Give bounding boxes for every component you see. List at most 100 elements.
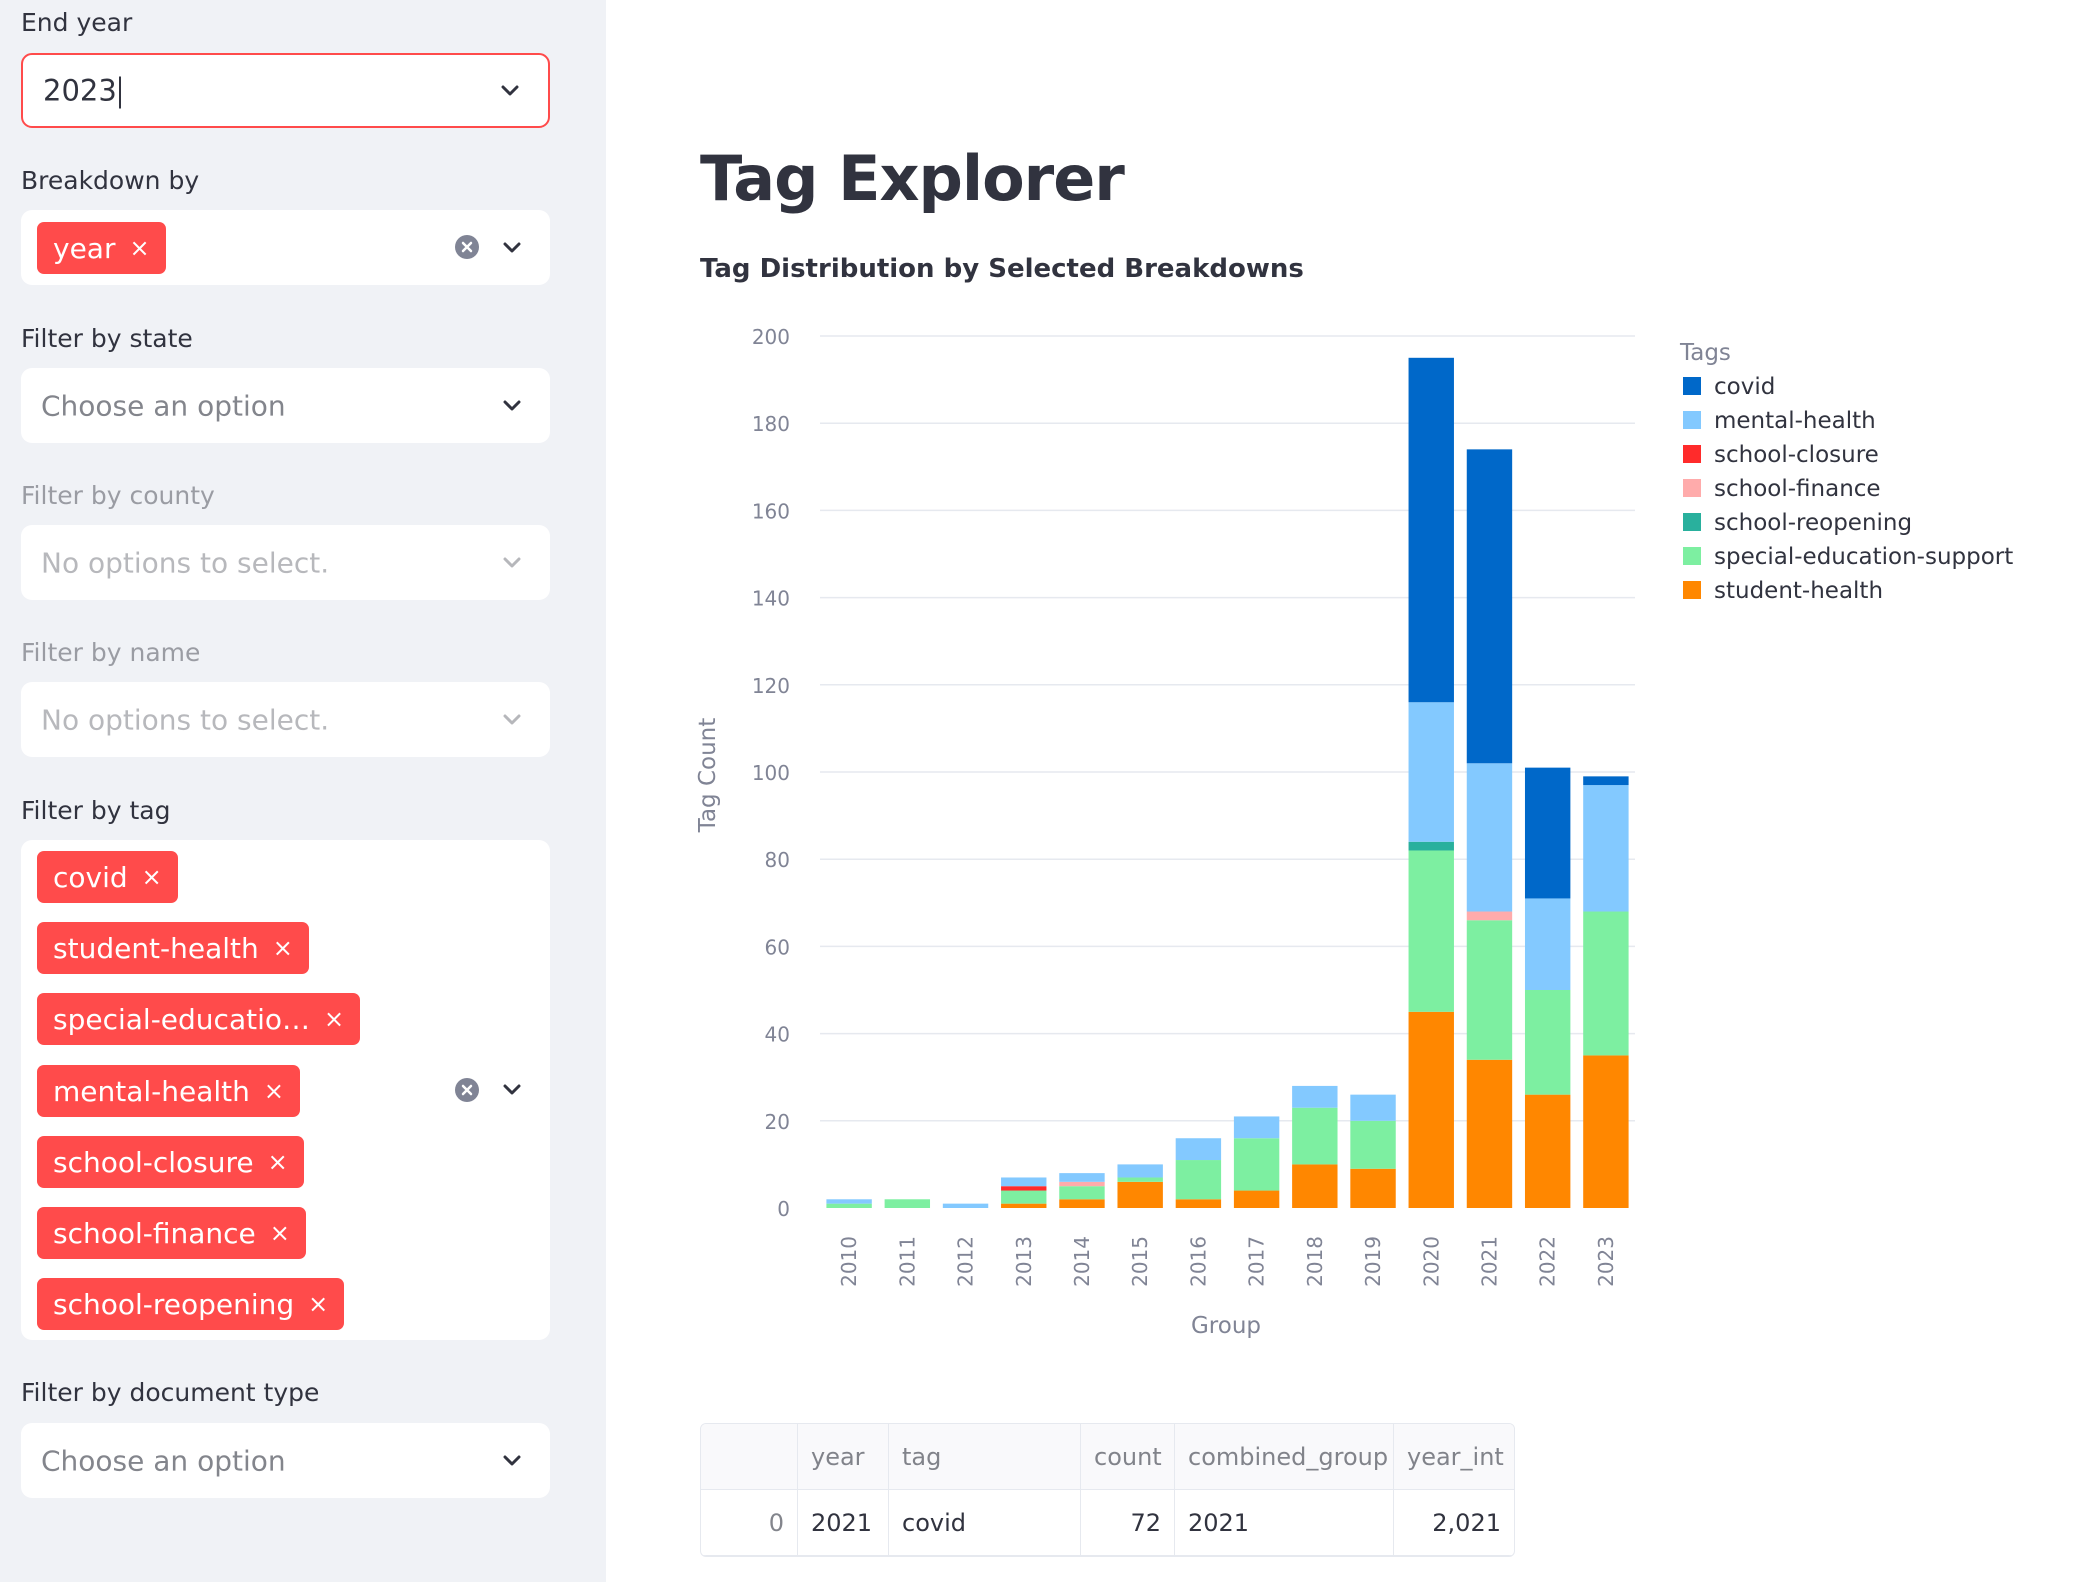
chip-special-education[interactable]: special-educatio… × (37, 993, 361, 1045)
tag-multiselect[interactable]: covid × student-health × special-educatio…… (21, 840, 550, 1340)
chip-remove-icon[interactable]: × (267, 1148, 288, 1176)
chevron-down-icon[interactable] (500, 1449, 524, 1473)
bar-segment-student-health-2018[interactable] (1292, 1164, 1338, 1208)
chevron-down-icon[interactable] (500, 236, 524, 260)
chip-school-reopening[interactable]: school-reopening × (37, 1278, 345, 1330)
bar-segment-special-education-support-2019[interactable] (1350, 1120, 1396, 1169)
bar-segment-student-health-2014[interactable] (1059, 1199, 1105, 1208)
legend-item-covid[interactable]: covid (1714, 374, 1775, 400)
table-cell[interactable]: 2021 (1175, 1490, 1394, 1555)
bar-segment-mental-health-2023[interactable] (1583, 785, 1629, 912)
bar-segment-student-health-2019[interactable] (1350, 1168, 1396, 1208)
bar-segment-special-education-support-2023[interactable] (1583, 911, 1629, 1056)
bar-segment-mental-health-2010[interactable] (826, 1199, 872, 1204)
column-header-count[interactable]: count (1081, 1424, 1175, 1489)
bars (826, 357, 1629, 1208)
legend-item-student-health[interactable]: student-health (1714, 578, 1883, 604)
bar-segment-student-health-2013[interactable] (1001, 1203, 1047, 1208)
chip-remove-icon[interactable]: × (272, 934, 293, 962)
chip-year[interactable]: year × (37, 222, 166, 274)
legend-item-school-finance[interactable]: school-finance (1714, 476, 1881, 502)
column-header-year-int[interactable]: year_int (1407, 1442, 1504, 1471)
bar-segment-mental-health-2013[interactable] (1001, 1177, 1047, 1187)
bar-segment-mental-health-2015[interactable] (1117, 1164, 1163, 1178)
bar-segment-covid-2020[interactable] (1408, 357, 1454, 703)
chip-remove-icon[interactable]: × (129, 234, 150, 262)
chip-remove-icon[interactable]: × (324, 1005, 345, 1033)
y-axis-label: Tag Count (695, 718, 721, 834)
chevron-down-icon[interactable] (500, 1078, 524, 1102)
clear-icon[interactable] (454, 1077, 480, 1103)
bar-segment-special-education-support-2016[interactable] (1175, 1160, 1222, 1200)
bar-segment-mental-health-2019[interactable] (1350, 1094, 1396, 1121)
column-header[interactable] (701, 1424, 798, 1489)
column-header-tag[interactable]: tag (889, 1424, 1081, 1489)
table-cell[interactable]: 2,021 (1432, 1508, 1501, 1537)
row-index: 0 (701, 1490, 798, 1555)
bar-segment-student-health-2023[interactable] (1583, 1055, 1629, 1208)
column-header-year[interactable]: year (798, 1424, 889, 1489)
data-table[interactable]: year tag count combined_group year_int 0… (700, 1423, 1515, 1557)
chip-remove-icon[interactable]: × (269, 1219, 290, 1247)
legend-item-mental-health[interactable]: mental-health (1714, 408, 1876, 434)
end-year-select[interactable]: 2023 (21, 53, 550, 128)
bar-segment-covid-2023[interactable] (1583, 776, 1629, 786)
bar-segment-special-education-support-2022[interactable] (1524, 990, 1571, 1095)
chevron-down-icon[interactable] (498, 79, 522, 103)
y-tick-label: 0 (777, 1197, 790, 1221)
bar-segment-mental-health-2021[interactable] (1466, 763, 1513, 912)
bar-segment-school-reopening-2020[interactable] (1408, 841, 1454, 851)
table-cell[interactable]: covid (889, 1490, 1081, 1555)
table-cell[interactable]: 72 (1081, 1490, 1175, 1555)
chip-student-health[interactable]: student-health × (37, 922, 309, 974)
bar-segment-student-health-2020[interactable] (1408, 1011, 1454, 1208)
chip-school-finance[interactable]: school-finance × (37, 1207, 306, 1259)
bar-segment-special-education-support-2011[interactable] (884, 1199, 931, 1208)
bar-segment-mental-health-2012[interactable] (942, 1203, 989, 1208)
chevron-down-icon[interactable] (500, 394, 524, 418)
bar-segment-special-education-support-2021[interactable] (1466, 920, 1513, 1060)
bar-segment-special-education-support-2018[interactable] (1292, 1107, 1338, 1165)
legend-item-special-education-support[interactable]: special-education-support (1714, 544, 2013, 570)
bar-segment-school-closure-2013[interactable] (1001, 1186, 1047, 1191)
x-tick-label: 2010 (837, 1236, 861, 1287)
chip-remove-icon[interactable]: × (141, 863, 162, 891)
breakdown-multiselect[interactable]: year × (21, 210, 550, 285)
chip-covid[interactable]: covid × (37, 851, 178, 903)
bar-segment-special-education-support-2013[interactable] (1001, 1190, 1047, 1204)
bar-segment-mental-health-2020[interactable] (1408, 702, 1454, 842)
legend-item-school-closure[interactable]: school-closure (1714, 442, 1879, 468)
state-label: Filter by state (21, 324, 193, 353)
bar-segment-school-finance-2021[interactable] (1466, 911, 1513, 921)
chip-remove-icon[interactable]: × (263, 1077, 285, 1105)
state-select[interactable]: Choose an option (21, 368, 550, 443)
legend-item-school-reopening[interactable]: school-reopening (1714, 510, 1912, 536)
bar-segment-mental-health-2022[interactable] (1524, 898, 1571, 990)
bar-segment-student-health-2016[interactable] (1175, 1199, 1222, 1208)
bar-segment-student-health-2022[interactable] (1524, 1094, 1571, 1208)
bar-segment-special-education-support-2014[interactable] (1059, 1186, 1105, 1200)
y-tick-label: 100 (752, 761, 790, 785)
doctype-select[interactable]: Choose an option (21, 1423, 550, 1498)
clear-icon[interactable] (454, 234, 480, 260)
chip-mental-health[interactable]: mental-health × (37, 1065, 301, 1117)
bar-segment-mental-health-2017[interactable] (1233, 1116, 1280, 1139)
bar-segment-covid-2021[interactable] (1466, 449, 1513, 764)
bar-segment-mental-health-2014[interactable] (1059, 1173, 1105, 1182)
bar-segment-student-health-2015[interactable] (1117, 1181, 1163, 1208)
bar-segment-student-health-2021[interactable] (1466, 1059, 1513, 1208)
column-header-combined-group[interactable]: combined_group (1175, 1424, 1394, 1489)
bar-segment-mental-health-2018[interactable] (1292, 1085, 1338, 1108)
bar-segment-covid-2022[interactable] (1524, 767, 1571, 899)
bar-segment-school-finance-2014[interactable] (1059, 1181, 1105, 1187)
bar-segment-special-education-support-2015[interactable] (1117, 1177, 1163, 1182)
chip-remove-icon[interactable]: × (308, 1290, 329, 1318)
bar-segment-special-education-support-2020[interactable] (1408, 850, 1454, 1012)
bar-segment-special-education-support-2010[interactable] (826, 1203, 872, 1208)
table-row[interactable]: 0 2021 covid 72 2021 2,021 (701, 1490, 1514, 1556)
table-cell[interactable]: 2021 (798, 1490, 889, 1555)
bar-segment-student-health-2017[interactable] (1233, 1190, 1280, 1208)
bar-segment-mental-health-2016[interactable] (1175, 1138, 1222, 1161)
bar-segment-special-education-support-2017[interactable] (1233, 1138, 1280, 1191)
chip-school-closure[interactable]: school-closure × (37, 1136, 304, 1188)
